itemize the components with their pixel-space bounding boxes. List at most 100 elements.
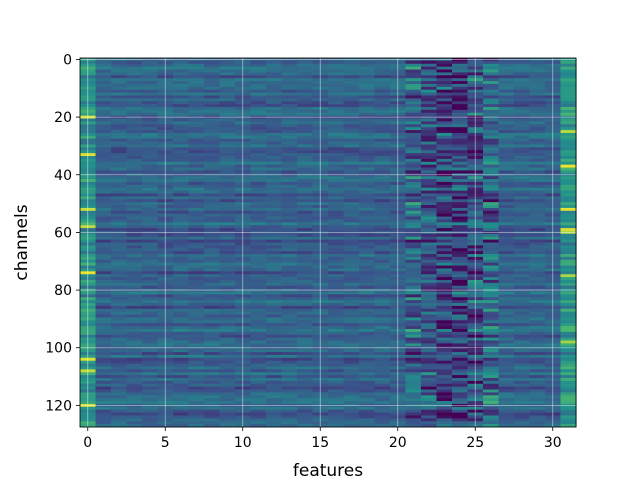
heatmap-cell bbox=[328, 259, 345, 264]
heatmap-cell bbox=[374, 222, 391, 226]
heatmap-cell bbox=[436, 78, 453, 82]
heatmap-cell bbox=[514, 144, 531, 148]
heatmap-cell bbox=[560, 158, 577, 163]
heatmap-cell bbox=[436, 305, 453, 310]
heatmap-cell bbox=[452, 401, 469, 405]
heatmap-cell bbox=[560, 210, 577, 215]
heatmap-cell bbox=[266, 130, 283, 134]
heatmap-cell bbox=[173, 89, 190, 93]
heatmap-cell bbox=[173, 282, 190, 287]
heatmap-cell bbox=[266, 256, 283, 261]
heatmap-cell bbox=[204, 297, 221, 301]
heatmap-cell bbox=[111, 207, 128, 212]
heatmap-cell bbox=[95, 150, 112, 154]
heatmap-cell bbox=[250, 277, 267, 281]
heatmap-cell bbox=[297, 107, 314, 111]
heatmap-cell bbox=[374, 369, 391, 373]
heatmap-cell bbox=[529, 282, 546, 287]
heatmap-cell bbox=[95, 331, 112, 336]
heatmap-cell bbox=[436, 202, 453, 206]
heatmap-cell bbox=[173, 109, 190, 114]
heatmap-cell bbox=[483, 164, 500, 168]
heatmap-cell bbox=[421, 331, 438, 336]
heatmap-cell bbox=[452, 409, 469, 413]
heatmap-cell bbox=[483, 331, 500, 336]
heatmap-cell bbox=[188, 153, 205, 157]
heatmap-cell bbox=[560, 176, 577, 180]
heatmap-cell bbox=[188, 101, 205, 105]
heatmap-cell bbox=[126, 248, 143, 252]
heatmap-cell bbox=[529, 415, 546, 419]
heatmap-cell bbox=[297, 360, 314, 364]
heatmap-cell bbox=[328, 311, 345, 315]
heatmap-cell bbox=[498, 349, 515, 353]
heatmap-cell bbox=[281, 196, 298, 200]
heatmap-cell bbox=[529, 323, 546, 327]
heatmap-cell bbox=[95, 251, 112, 255]
heatmap-cell bbox=[188, 127, 205, 131]
heatmap-cell bbox=[452, 213, 469, 217]
heatmap-cell bbox=[250, 424, 267, 428]
heatmap-cell bbox=[421, 282, 438, 287]
heatmap-cell bbox=[328, 303, 345, 307]
heatmap-cell bbox=[436, 147, 453, 151]
heatmap-cell bbox=[281, 210, 298, 215]
heatmap-cell bbox=[126, 326, 143, 330]
heatmap-cell bbox=[374, 156, 391, 160]
heatmap-cell bbox=[529, 331, 546, 336]
heatmap-cell bbox=[219, 205, 236, 209]
heatmap-cell bbox=[250, 308, 267, 313]
heatmap-cell bbox=[281, 297, 298, 301]
heatmap-cell bbox=[126, 69, 143, 73]
heatmap-cell bbox=[529, 184, 546, 189]
heatmap-cell bbox=[529, 144, 546, 148]
heatmap-cell bbox=[374, 109, 391, 114]
heatmap-cell bbox=[498, 104, 515, 108]
heatmap-cell bbox=[281, 63, 298, 68]
heatmap-cell bbox=[529, 156, 546, 160]
heatmap-cell bbox=[483, 245, 500, 249]
heatmap-cell bbox=[560, 245, 577, 249]
heatmap-cell bbox=[452, 242, 469, 246]
heatmap-cell bbox=[560, 331, 577, 336]
heatmap-cell bbox=[281, 259, 298, 264]
heatmap-cell bbox=[126, 210, 143, 215]
heatmap-cell bbox=[405, 363, 422, 367]
heatmap-cell bbox=[219, 69, 236, 73]
heatmap-cell bbox=[281, 118, 298, 122]
heatmap-cell bbox=[173, 320, 190, 324]
heatmap-cell bbox=[374, 418, 391, 422]
heatmap-cell bbox=[95, 383, 112, 388]
heatmap-cell bbox=[483, 375, 500, 379]
heatmap-cell bbox=[514, 294, 531, 298]
x-tick-label: 30 bbox=[544, 435, 562, 451]
heatmap-cell bbox=[328, 363, 345, 367]
heatmap-cell bbox=[126, 300, 143, 304]
heatmap-cell bbox=[436, 184, 453, 189]
heatmap-cell bbox=[498, 86, 515, 91]
heatmap-cell bbox=[359, 360, 376, 364]
heatmap-cell bbox=[405, 205, 422, 209]
heatmap-cell bbox=[343, 98, 360, 102]
heatmap-cell bbox=[204, 279, 221, 284]
heatmap-cell bbox=[359, 199, 376, 203]
heatmap-cell bbox=[436, 274, 453, 278]
heatmap-cell bbox=[173, 418, 190, 422]
heatmap-cell bbox=[452, 363, 469, 367]
heatmap-cell bbox=[421, 150, 438, 154]
heatmap-cell bbox=[343, 369, 360, 373]
heatmap-cell bbox=[483, 78, 500, 82]
heatmap-cell bbox=[250, 360, 267, 364]
heatmap-cell bbox=[204, 398, 221, 402]
heatmap-cell bbox=[126, 89, 143, 93]
heatmap-cell bbox=[250, 389, 267, 393]
heatmap-cell bbox=[343, 412, 360, 416]
heatmap-cell bbox=[204, 259, 221, 264]
heatmap-cell bbox=[405, 187, 422, 192]
heatmap-cell bbox=[126, 343, 143, 347]
heatmap-cell bbox=[483, 418, 500, 422]
heatmap-cell bbox=[219, 167, 236, 171]
heatmap-cell bbox=[95, 83, 112, 88]
heatmap-cell bbox=[281, 60, 298, 65]
heatmap-cell bbox=[514, 421, 531, 425]
